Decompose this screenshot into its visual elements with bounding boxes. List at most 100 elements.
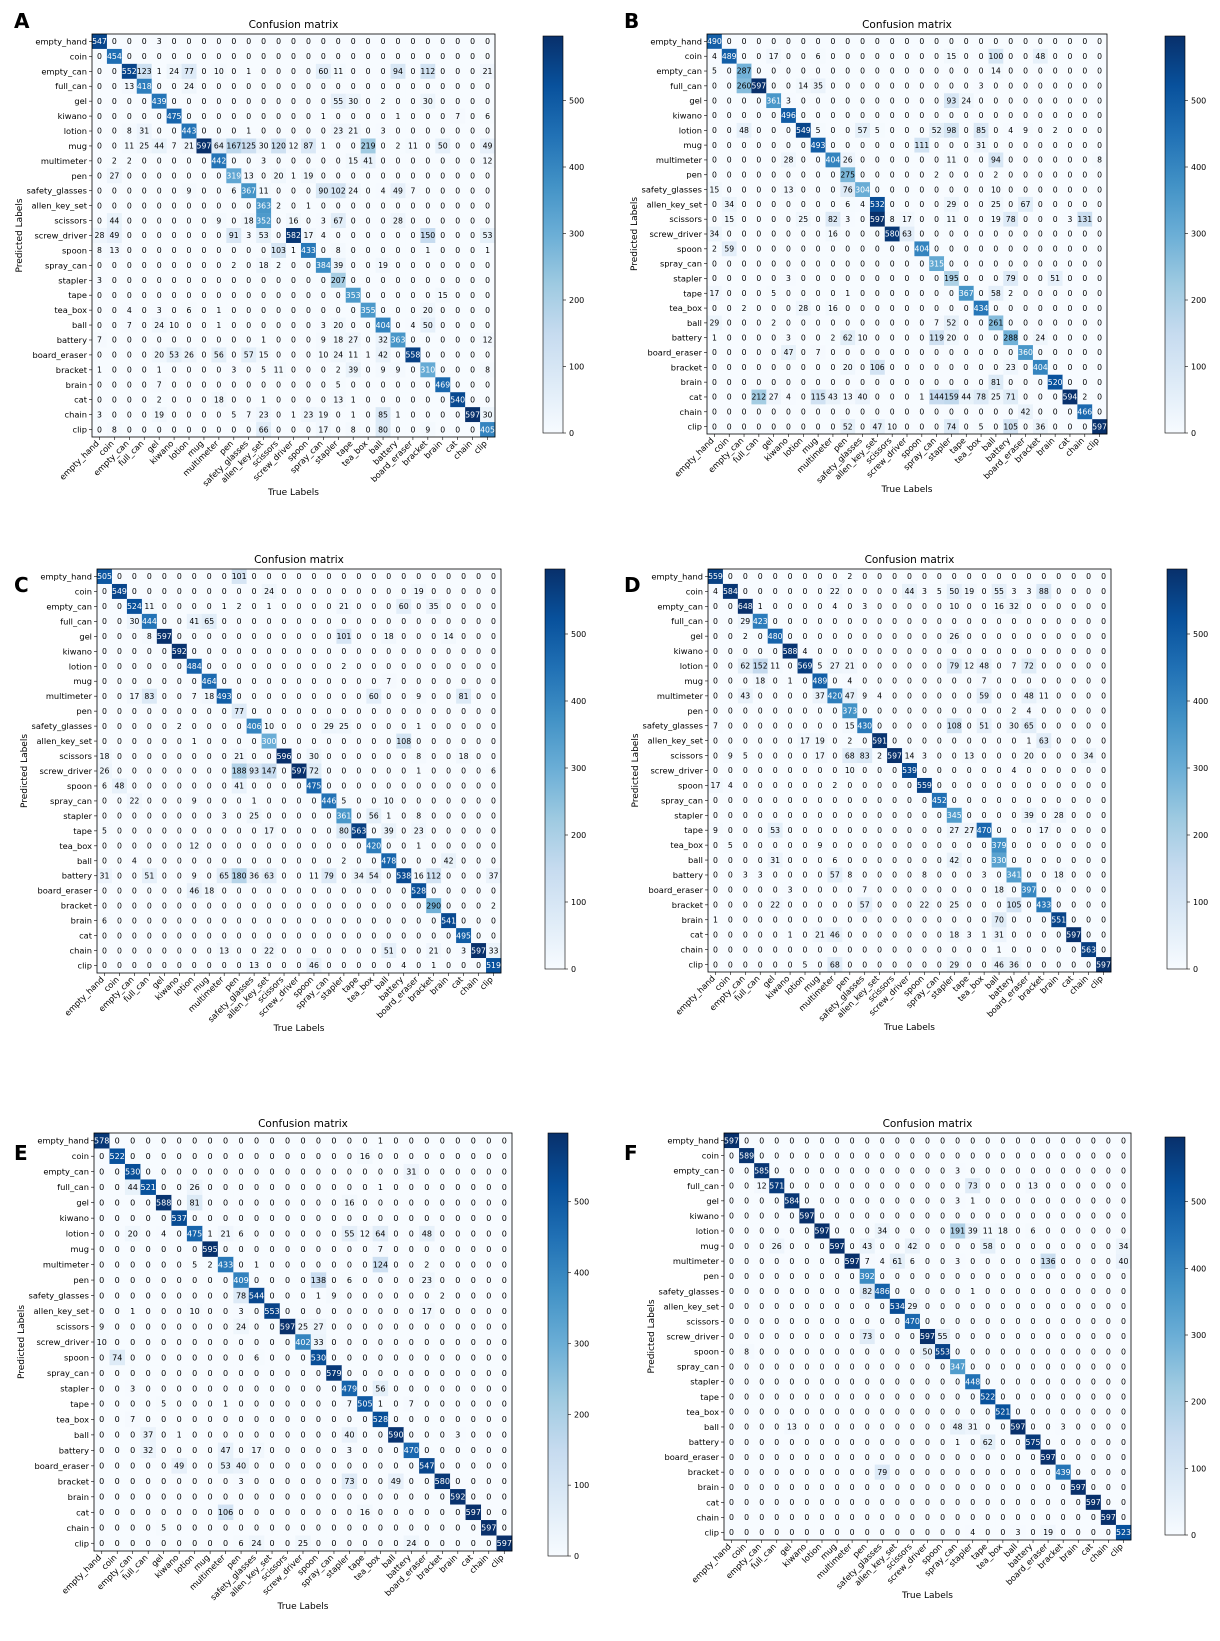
cell-value-label: 19: [303, 172, 313, 181]
cell-value-label: 0: [222, 886, 227, 895]
y-tick-label: empty_can: [46, 601, 92, 611]
cell-value-label: 0: [446, 767, 451, 776]
cell-value-label: 7: [410, 186, 415, 195]
cell-value-label: 0: [157, 216, 162, 225]
cell-value-label: 0: [102, 812, 107, 821]
cell-value-label: 0: [470, 172, 475, 181]
cell-value-label: 0: [97, 67, 102, 76]
panel-letter: C: [14, 573, 29, 597]
cell-value-label: 1: [157, 366, 162, 375]
cell-value-label: 0: [830, 185, 835, 194]
cell-value-label: 0: [712, 348, 717, 357]
cell-value-label: 0: [742, 259, 747, 268]
cell-value-label: 0: [297, 617, 302, 626]
cell-value-label: 0: [112, 127, 117, 136]
cell-value-label: 0: [712, 259, 717, 268]
cell-value-label: 0: [336, 52, 341, 61]
cell-value-label: 0: [336, 142, 341, 151]
cell-value-label: 0: [386, 707, 391, 716]
cell-value-label: 0: [147, 857, 152, 866]
cell-value-label: 0: [905, 393, 910, 402]
cell-value-label: 0: [1053, 259, 1058, 268]
y-tick-label: scissors: [54, 216, 87, 226]
cell-value-label: 0: [476, 931, 481, 940]
cell-value-label: 0: [440, 261, 445, 270]
cell-value-label: 0: [222, 827, 227, 836]
cell-value-label: 4: [401, 961, 406, 970]
cell-value-label: 0: [905, 348, 910, 357]
cell-value-label: 0: [311, 722, 316, 731]
cell-value-label: 0: [371, 602, 376, 611]
cell-value-label: 0: [816, 230, 821, 239]
cell-value-label: 46: [309, 961, 319, 970]
cell-value-label: 0: [771, 170, 776, 179]
cell-value-label: 0: [132, 632, 137, 641]
cell-value-label: 0: [1008, 96, 1013, 105]
cell-value-label: 0: [172, 37, 177, 46]
cell-value-label: 0: [416, 617, 421, 626]
cell-value-label: 0: [1068, 82, 1073, 91]
cell-value-label: 0: [1082, 348, 1087, 357]
cell-value-label: 10: [384, 797, 394, 806]
cell-value-label: 0: [1086, 602, 1091, 611]
cell-value-label: 0: [997, 572, 1002, 581]
cell-value-label: 0: [162, 677, 167, 686]
cell-value-label: 0: [237, 737, 242, 746]
cell-value-label: 0: [410, 201, 415, 210]
cell-value-label: 0: [786, 52, 791, 61]
cell-value-label: 0: [425, 112, 430, 121]
cell-value-label: 0: [485, 291, 490, 300]
cell-value-label: 0: [455, 82, 460, 91]
cell-value-label: 0: [410, 366, 415, 375]
cell-value-label: 0: [934, 141, 939, 150]
cell-value-label: 0: [890, 274, 895, 283]
cell-value-label: 180: [232, 871, 247, 880]
cell-value-label: 53: [483, 231, 493, 240]
cell-value-label: 0: [949, 37, 954, 46]
cell-value-label: 0: [366, 276, 371, 285]
cell-value-label: 0: [291, 201, 296, 210]
cell-value-label: 0: [845, 111, 850, 120]
cell-value-label: 0: [830, 96, 835, 105]
cell-value-label: 0: [742, 170, 747, 179]
cell-value-label: 0: [1053, 304, 1058, 313]
cell-value-label: 0: [97, 201, 102, 210]
cell-value-label: 0: [381, 380, 386, 389]
cell-value-label: 0: [801, 141, 806, 150]
cell-value-label: 0: [845, 37, 850, 46]
cell-value-label: 0: [431, 587, 436, 596]
cell-value-label: 0: [1097, 67, 1102, 76]
cell-value-label: 0: [147, 707, 152, 716]
cell-value-label: 0: [890, 111, 895, 120]
cell-value-label: 0: [341, 677, 346, 686]
cell-value-label: 0: [964, 82, 969, 91]
cell-value-label: 0: [786, 37, 791, 46]
cell-value-label: 0: [786, 170, 791, 179]
cell-value-label: 0: [1023, 67, 1028, 76]
cell-value-label: 360: [1018, 348, 1033, 357]
cell-value-label: 0: [1026, 617, 1031, 626]
cell-value-label: 0: [231, 157, 236, 166]
cell-value-label: 0: [117, 602, 122, 611]
cell-value-label: 44: [961, 393, 971, 402]
cell-value-label: 0: [446, 677, 451, 686]
cell-value-label: 0: [771, 82, 776, 91]
cell-value-label: 0: [756, 96, 761, 105]
cell-value-label: 0: [162, 707, 167, 716]
cell-value-label: 0: [127, 291, 132, 300]
cell-value-label: 0: [771, 333, 776, 342]
cell-value-label: 0: [356, 782, 361, 791]
cell-value-label: 0: [431, 647, 436, 656]
cell-value-label: 0: [455, 306, 460, 315]
cell-value-label: 0: [1038, 96, 1043, 105]
cell-value-label: 0: [201, 306, 206, 315]
cell-value-label: 0: [425, 142, 430, 151]
cell-value-label: 0: [860, 170, 865, 179]
cell-value-label: 0: [875, 96, 880, 105]
cell-value-label: 0: [485, 97, 490, 106]
cell-value-label: 0: [742, 333, 747, 342]
cell-value-label: 0: [786, 200, 791, 209]
cell-value-label: 0: [231, 380, 236, 389]
